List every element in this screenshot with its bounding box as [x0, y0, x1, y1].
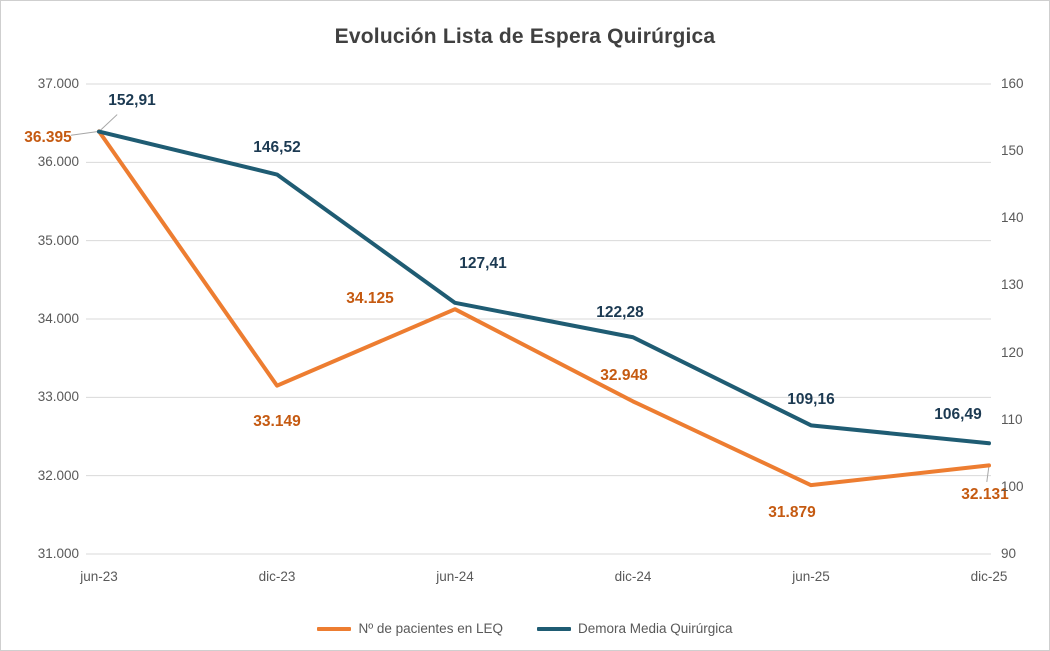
- legend-label: Demora Media Quirúrgica: [577, 621, 733, 636]
- left-axis-tick: 32.000: [37, 467, 79, 483]
- legend-label: Nº de pacientes en LEQ: [358, 621, 503, 636]
- right-axis-tick: 100: [1001, 478, 1024, 494]
- data-label: 32.131: [961, 486, 1009, 504]
- left-axis-tick: 35.000: [37, 232, 79, 248]
- legend-item-1: Demora Media Quirúrgica: [536, 621, 733, 636]
- chart-title: Evolución Lista de Espera Quirúrgica: [334, 25, 716, 48]
- label-leader-line: [70, 130, 100, 136]
- right-axis-tick: 120: [1001, 344, 1024, 360]
- x-axis-label: dic-23: [258, 569, 296, 584]
- data-label: 109,16: [787, 391, 835, 409]
- data-label: 127,41: [459, 254, 507, 272]
- data-label: 31.879: [768, 504, 816, 522]
- data-label: 146,52: [253, 138, 301, 156]
- data-label: 36.395: [24, 129, 72, 147]
- left-axis-tick: 34.000: [37, 311, 79, 326]
- legend-line-swatch: [536, 626, 571, 631]
- right-axis-tick: 130: [1001, 277, 1024, 293]
- right-axis-tick: 150: [1001, 143, 1024, 159]
- label-leader-line: [986, 465, 990, 482]
- right-axis-tick: 140: [1001, 210, 1024, 226]
- x-axis-label: jun-23: [80, 569, 118, 584]
- left-axis-tick: 33.000: [37, 389, 79, 405]
- series-line-0: [97, 129, 991, 488]
- data-label: 122,28: [596, 304, 644, 322]
- left-axis-tick: 36.000: [37, 154, 79, 170]
- left-axis-tick: 37.000: [37, 76, 79, 91]
- data-label: 33.149: [253, 412, 301, 430]
- right-axis-tick: 160: [1001, 76, 1024, 91]
- right-axis-tick: 110: [1001, 411, 1023, 427]
- left-axis-tick: 31.000: [37, 546, 79, 561]
- data-label: 34.125: [346, 290, 394, 308]
- x-axis-label: jun-24: [436, 569, 474, 584]
- legend-item-0: Nº de pacientes en LEQ: [317, 621, 503, 636]
- legend: Nº de pacientes en LEQ Demora Media Quirú…: [1, 621, 1049, 636]
- data-label: 152,91: [108, 91, 156, 109]
- legend-line-swatch: [317, 626, 352, 631]
- data-label: 32.948: [600, 367, 648, 385]
- x-axis-label: dic-24: [614, 569, 652, 584]
- x-axis-label: dic-25: [970, 569, 1008, 584]
- data-label: 106,49: [934, 406, 982, 424]
- series-line-1: [97, 129, 991, 446]
- x-axis-label: jun-25: [792, 569, 830, 584]
- label-leader-line: [98, 114, 118, 132]
- right-axis-tick: 90: [1001, 546, 1017, 561]
